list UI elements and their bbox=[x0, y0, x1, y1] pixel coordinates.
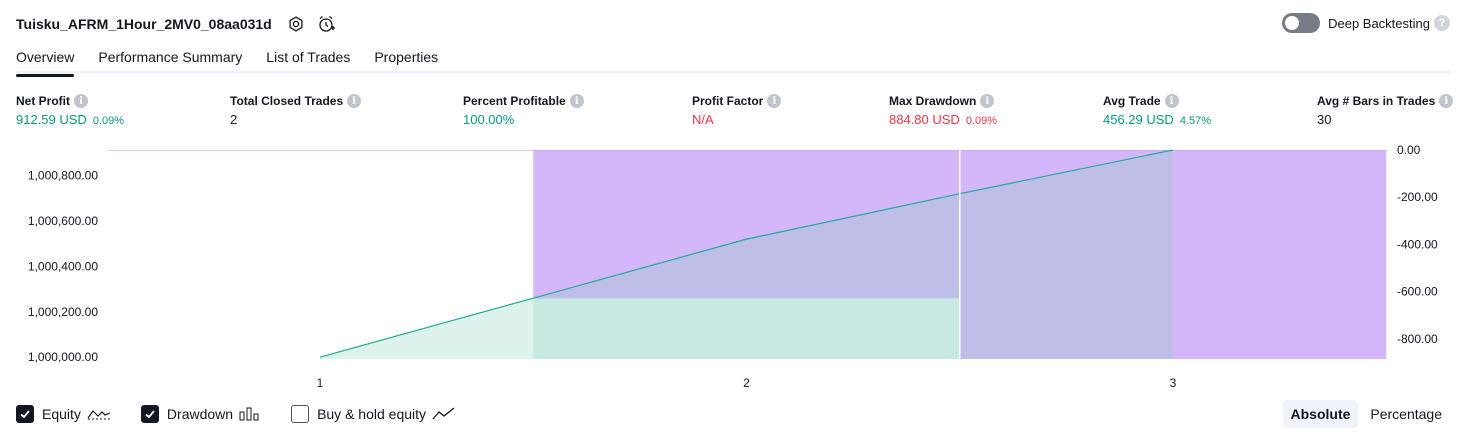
metric-value: N/A bbox=[692, 112, 714, 127]
metric-label: Avg # Bars in Trades bbox=[1317, 94, 1436, 108]
metric-label: Percent Profitable bbox=[463, 94, 566, 108]
tab-properties[interactable]: Properties bbox=[374, 49, 439, 65]
legend-drawdown[interactable]: Drawdown bbox=[140, 405, 261, 423]
tab-overview[interactable]: Overview bbox=[16, 44, 75, 77]
metric-value: 30 bbox=[1317, 112, 1332, 127]
left-axis-tick-label: 1,000,400.00 bbox=[28, 259, 98, 273]
equity-line bbox=[319, 149, 1174, 358]
metric-avg-trade: Avg Trade i 456.29 USD 4.57% bbox=[1103, 92, 1211, 127]
info-icon[interactable]: i bbox=[1439, 94, 1454, 108]
drawdown-bar-2 bbox=[959, 150, 1173, 359]
equity-fill-bar bbox=[533, 298, 960, 359]
right-axis-tick-label: -800.00 bbox=[1397, 332, 1438, 346]
buy-hold-line-icon bbox=[432, 407, 456, 421]
drawdown-checkbox[interactable] bbox=[140, 405, 159, 423]
metric-label: Net Profit bbox=[16, 94, 70, 108]
left-axis-tick-label: 1,000,000.00 bbox=[28, 350, 98, 364]
metric-percent-profitable: Percent Profitable i 100.00% bbox=[463, 92, 584, 127]
help-icon[interactable]: ? bbox=[1434, 15, 1450, 31]
x-axis-tick-label: 1 bbox=[317, 376, 324, 390]
metric-value: 100.00% bbox=[463, 112, 515, 127]
tab-list-of-trades[interactable]: List of Trades bbox=[266, 49, 351, 65]
metric-label: Max Drawdown bbox=[889, 94, 977, 108]
drawdown-bar-3 bbox=[1173, 150, 1387, 359]
equity-checkbox[interactable] bbox=[16, 405, 34, 423]
metrics-row: Net Profit i 912.59 USD 0.09% Total Closed… bbox=[0, 92, 1466, 132]
report-header: Tuisku_AFRM_1Hour_2MV0_08aa031d bbox=[16, 12, 336, 36]
deep-backtesting: Deep Backtesting ? bbox=[1282, 13, 1450, 33]
metric-profit-factor: Profit Factor i N/A bbox=[692, 92, 782, 127]
equity-line-icon bbox=[87, 407, 111, 421]
metric-value: 912.59 USD bbox=[16, 112, 87, 127]
right-axis-tick-label: -600.00 bbox=[1397, 285, 1438, 299]
metric-value: 456.29 USD bbox=[1103, 112, 1174, 127]
absolute-button[interactable]: Absolute bbox=[1282, 400, 1359, 428]
metric-label: Avg Trade bbox=[1103, 94, 1161, 108]
metric-label: Total Closed Trades bbox=[230, 94, 344, 108]
info-icon[interactable]: i bbox=[1164, 94, 1179, 108]
report-tabs: Overview Performance Summary List of Tra… bbox=[16, 44, 1450, 77]
info-icon[interactable]: i bbox=[980, 94, 995, 108]
legend-buy-hold-equity[interactable]: Buy & hold equity bbox=[291, 405, 456, 423]
legend-label: Equity bbox=[42, 406, 81, 422]
x-axis-tick-label: 3 bbox=[1170, 376, 1177, 390]
info-icon[interactable]: i bbox=[347, 94, 362, 108]
metric-label: Profit Factor bbox=[692, 94, 764, 108]
metric-value: 884.80 USD bbox=[889, 112, 960, 127]
right-axis-tick-label: -400.00 bbox=[1397, 237, 1438, 251]
equity-drawdown-chart: 1,000,000.00 1,000,200.00 1,000,400.00 1,00… bbox=[28, 143, 1438, 390]
legend-label: Drawdown bbox=[166, 406, 234, 422]
metric-net-profit: Net Profit i 912.59 USD 0.09% bbox=[16, 92, 124, 127]
deep-backtesting-toggle[interactable] bbox=[1282, 13, 1321, 33]
metric-total-closed-trades: Total Closed Trades i 2 bbox=[230, 92, 362, 127]
deep-backtesting-label: Deep Backtesting bbox=[1328, 15, 1430, 31]
right-axis-tick-label: -200.00 bbox=[1397, 190, 1438, 204]
tab-performance-summary[interactable]: Performance Summary bbox=[98, 49, 243, 65]
metric-max-drawdown: Max Drawdown i 884.80 USD 0.09% bbox=[889, 92, 997, 127]
legend-label: Buy & hold equity bbox=[317, 406, 427, 422]
left-axis-tick-label: 1,000,800.00 bbox=[28, 169, 98, 183]
toggle-knob bbox=[1285, 16, 1300, 30]
value-mode-switch: Absolute Percentage bbox=[1282, 400, 1451, 428]
right-axis-tick-label: 0.00 bbox=[1397, 143, 1421, 157]
metric-percent: 0.09% bbox=[965, 115, 998, 127]
legend-equity[interactable]: Equity bbox=[16, 405, 111, 423]
drawdown-bar-1 bbox=[533, 150, 960, 299]
alert-icon[interactable] bbox=[316, 14, 336, 34]
chart-legend: Equity Drawdown Buy & hold equity bbox=[16, 403, 486, 425]
metric-percent: 4.57% bbox=[1179, 115, 1212, 127]
percentage-button[interactable]: Percentage bbox=[1370, 406, 1442, 422]
info-icon[interactable]: i bbox=[74, 94, 88, 108]
strategy-title: Tuisku_AFRM_1Hour_2MV0_08aa031d bbox=[16, 16, 272, 32]
info-icon[interactable]: i bbox=[767, 94, 782, 108]
metric-value: 2 bbox=[230, 112, 238, 127]
info-icon[interactable]: i bbox=[569, 94, 584, 108]
left-axis-tick-label: 1,000,200.00 bbox=[28, 305, 98, 319]
left-axis-tick-label: 1,000,600.00 bbox=[28, 214, 98, 228]
x-axis-tick-label: 2 bbox=[743, 376, 750, 390]
settings-icon[interactable] bbox=[286, 14, 306, 34]
metric-avg-bars-in-trades: Avg # Bars in Trades i 30 bbox=[1317, 92, 1454, 127]
drawdown-bars-icon bbox=[239, 407, 261, 421]
buy-hold-checkbox[interactable] bbox=[291, 405, 310, 423]
metric-percent: 0.09% bbox=[92, 115, 125, 127]
